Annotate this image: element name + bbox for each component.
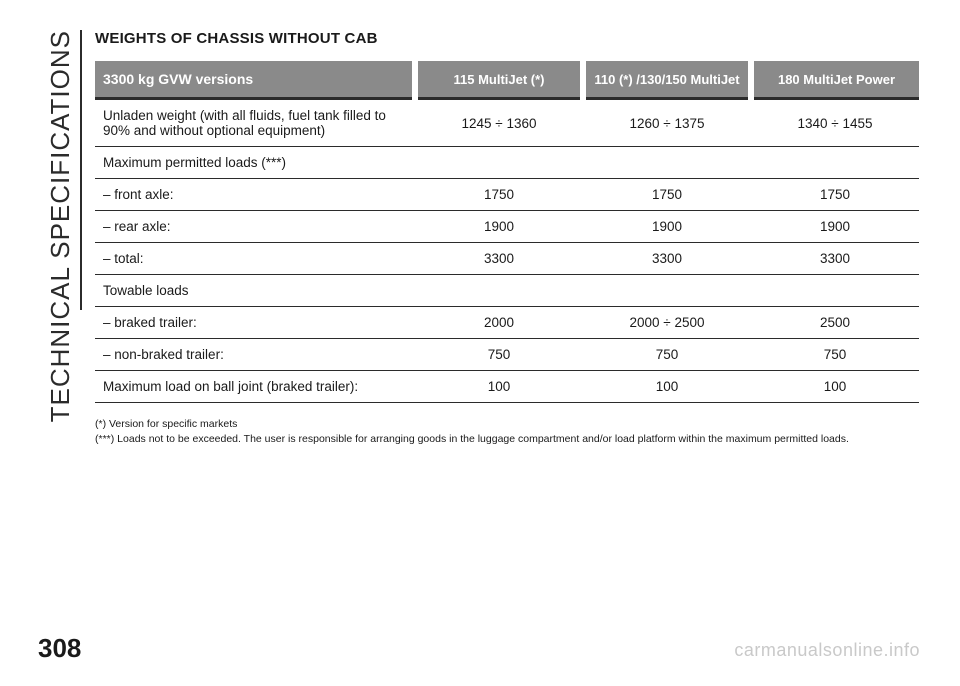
- row-label: Maximum permitted loads (***): [95, 147, 415, 179]
- cell: 1750: [751, 179, 919, 211]
- row-label: – rear axle:: [95, 211, 415, 243]
- col-header-115: 115 MultiJet (*): [415, 61, 583, 99]
- cell: 100: [583, 371, 751, 403]
- cell: 750: [415, 339, 583, 371]
- row-label: – total:: [95, 243, 415, 275]
- col-header-versions: 3300 kg GVW versions: [95, 61, 415, 99]
- table-row: Maximum permitted loads (***): [95, 147, 919, 179]
- section-rule: [80, 30, 82, 310]
- cell: 1245 ÷ 1360: [415, 99, 583, 147]
- cell: 3300: [415, 243, 583, 275]
- cell: [415, 275, 583, 307]
- col-header-180: 180 MultiJet Power: [751, 61, 919, 99]
- cell: [583, 275, 751, 307]
- footnotes: (*) Version for specific markets (***) L…: [95, 417, 920, 447]
- cell: 1260 ÷ 1375: [583, 99, 751, 147]
- table-row: – total: 3300 3300 3300: [95, 243, 919, 275]
- cell: 3300: [583, 243, 751, 275]
- page: TECHNICAL SPECIFICATIONS WEIGHTS OF CHAS…: [0, 0, 960, 686]
- cell: 1900: [583, 211, 751, 243]
- col-header-110-130-150: 110 (*) /130/150 MultiJet: [583, 61, 751, 99]
- weights-table: 3300 kg GVW versions 115 MultiJet (*) 11…: [95, 61, 919, 403]
- table-row: – non-braked trailer: 750 750 750: [95, 339, 919, 371]
- cell: [583, 147, 751, 179]
- cell: 100: [415, 371, 583, 403]
- table-row: Maximum load on ball joint (braked trail…: [95, 371, 919, 403]
- cell: 100: [751, 371, 919, 403]
- cell: [415, 147, 583, 179]
- cell: [751, 147, 919, 179]
- cell: 1750: [583, 179, 751, 211]
- cell: 2000 ÷ 2500: [583, 307, 751, 339]
- row-label: – front axle:: [95, 179, 415, 211]
- cell: 2000: [415, 307, 583, 339]
- table-header-row: 3300 kg GVW versions 115 MultiJet (*) 11…: [95, 61, 919, 99]
- cell: 1340 ÷ 1455: [751, 99, 919, 147]
- cell: 3300: [751, 243, 919, 275]
- cell: 1750: [415, 179, 583, 211]
- table-row: Towable loads: [95, 275, 919, 307]
- table-row: – braked trailer: 2000 2000 ÷ 2500 2500: [95, 307, 919, 339]
- row-label: – braked trailer:: [95, 307, 415, 339]
- table-row: Unladen weight (with all fluids, fuel ta…: [95, 99, 919, 147]
- watermark: carmanualsonline.info: [734, 640, 920, 661]
- footnote-b: (***) Loads not to be exceeded. The user…: [95, 432, 920, 447]
- row-label: Towable loads: [95, 275, 415, 307]
- cell: 750: [751, 339, 919, 371]
- row-label: Maximum load on ball joint (braked trail…: [95, 371, 415, 403]
- row-label: – non-braked trailer:: [95, 339, 415, 371]
- cell: 2500: [751, 307, 919, 339]
- section-label: TECHNICAL SPECIFICATIONS: [45, 30, 76, 422]
- table-row: – rear axle: 1900 1900 1900: [95, 211, 919, 243]
- row-label: Unladen weight (with all fluids, fuel ta…: [95, 99, 415, 147]
- page-title: WEIGHTS OF CHASSIS WITHOUT CAB: [95, 30, 920, 47]
- cell: 1900: [751, 211, 919, 243]
- page-number: 308: [38, 633, 81, 664]
- cell: 1900: [415, 211, 583, 243]
- footnote-a: (*) Version for specific markets: [95, 417, 920, 432]
- cell: [751, 275, 919, 307]
- table-row: – front axle: 1750 1750 1750: [95, 179, 919, 211]
- cell: 750: [583, 339, 751, 371]
